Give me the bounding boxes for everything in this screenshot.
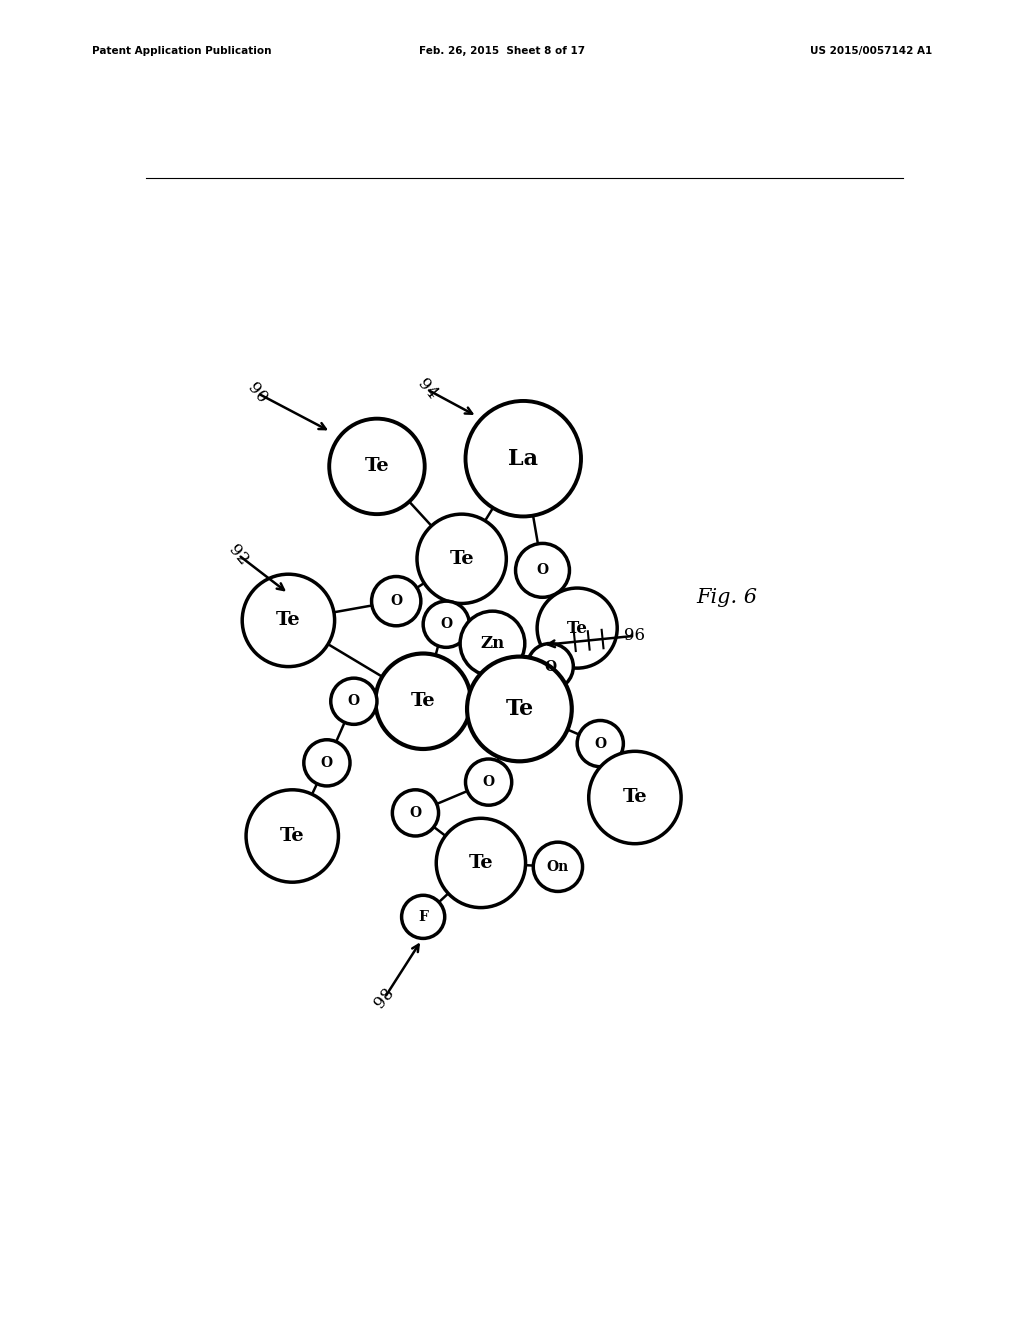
Circle shape xyxy=(372,577,421,626)
Circle shape xyxy=(589,751,681,843)
Text: O: O xyxy=(482,775,495,789)
Text: On: On xyxy=(547,859,569,874)
Circle shape xyxy=(392,789,438,836)
Text: O: O xyxy=(410,807,422,820)
Text: O: O xyxy=(544,660,556,673)
Circle shape xyxy=(304,739,350,785)
Text: O: O xyxy=(537,564,549,577)
Text: Te: Te xyxy=(411,692,435,710)
Circle shape xyxy=(243,574,335,667)
Text: La: La xyxy=(508,447,539,470)
Text: O: O xyxy=(390,594,402,609)
Text: 94: 94 xyxy=(414,376,440,403)
Circle shape xyxy=(401,895,444,939)
Circle shape xyxy=(436,818,525,908)
Text: Te: Te xyxy=(365,458,389,475)
Circle shape xyxy=(423,601,469,647)
Circle shape xyxy=(467,656,571,762)
Text: 92: 92 xyxy=(225,541,252,569)
Circle shape xyxy=(515,544,569,598)
Text: Te: Te xyxy=(505,698,534,719)
Circle shape xyxy=(417,515,506,603)
Text: O: O xyxy=(594,737,606,751)
Text: F: F xyxy=(418,909,428,924)
Circle shape xyxy=(578,721,624,767)
Text: Te: Te xyxy=(450,550,474,568)
Text: 96: 96 xyxy=(625,627,645,644)
Circle shape xyxy=(466,759,512,805)
Text: Zn: Zn xyxy=(480,635,505,652)
Circle shape xyxy=(538,589,617,668)
Text: O: O xyxy=(348,694,359,709)
Text: Te: Te xyxy=(566,619,588,636)
Circle shape xyxy=(376,653,471,748)
Text: 98: 98 xyxy=(372,985,398,1011)
Text: O: O xyxy=(321,756,333,770)
Text: O: O xyxy=(440,618,453,631)
Text: Te: Te xyxy=(469,854,494,873)
Text: Feb. 26, 2015  Sheet 8 of 17: Feb. 26, 2015 Sheet 8 of 17 xyxy=(419,46,585,57)
Text: Te: Te xyxy=(276,611,301,630)
Circle shape xyxy=(330,418,425,515)
Text: US 2015/0057142 A1: US 2015/0057142 A1 xyxy=(810,46,932,57)
Circle shape xyxy=(460,611,525,676)
Circle shape xyxy=(527,644,573,690)
Text: Te: Te xyxy=(280,828,304,845)
Circle shape xyxy=(331,678,377,725)
Circle shape xyxy=(534,842,583,891)
Text: Patent Application Publication: Patent Application Publication xyxy=(92,46,271,57)
Circle shape xyxy=(246,789,339,882)
Text: Fig. 6: Fig. 6 xyxy=(696,587,758,607)
Text: 90: 90 xyxy=(245,380,271,407)
Circle shape xyxy=(466,401,581,516)
Text: Te: Te xyxy=(623,788,647,807)
